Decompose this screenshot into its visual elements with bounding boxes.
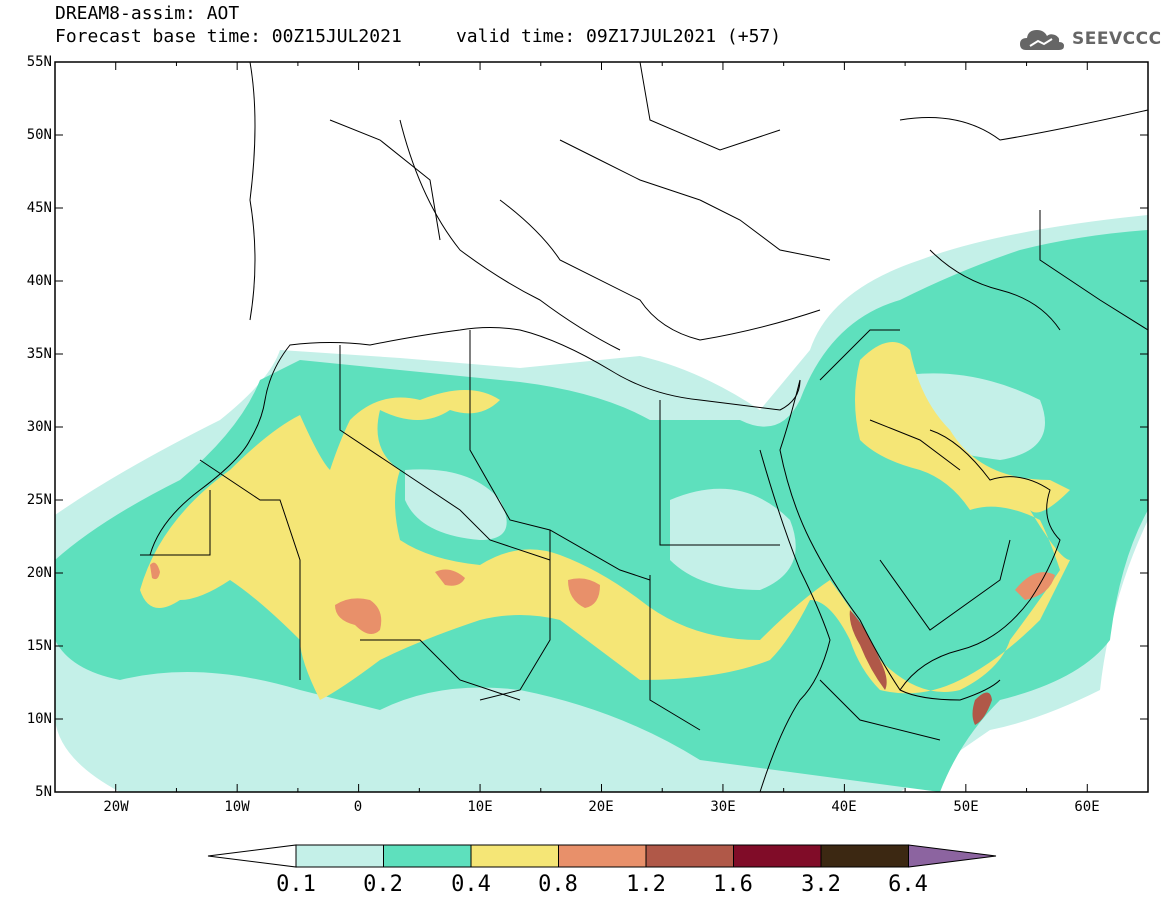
colorbar-upper-triangle	[908, 844, 997, 868]
lat-label: 20N	[26, 565, 52, 581]
lat-label: 15N	[26, 638, 52, 654]
aot-contour-0.8	[150, 562, 160, 580]
border	[329, 119, 441, 241]
aot-contour-1.2	[972, 692, 992, 725]
colorbar-box-0.1-0.2	[295, 844, 384, 868]
lon-label: 30E	[710, 799, 736, 815]
lat-label: 5N	[35, 784, 52, 800]
border	[140, 490, 211, 556]
colorbar-label: 0.2	[363, 872, 403, 897]
colorbar-box-0.8-1.2	[558, 844, 647, 868]
lon-label: 10W	[224, 799, 250, 815]
colorbar	[207, 844, 997, 868]
lon-label: 20E	[588, 799, 614, 815]
colorbar-lower-triangle	[207, 844, 297, 868]
colorbar-label: 0.1	[276, 872, 316, 897]
colorbar-box-1.2-1.6	[645, 844, 734, 868]
colorbar-label: 3.2	[801, 872, 841, 897]
border	[479, 530, 551, 701]
colorbar-box-0.2-0.4	[383, 844, 472, 868]
border	[649, 575, 701, 731]
cloud-icon	[1020, 30, 1064, 50]
aot-contour-0.8	[568, 578, 600, 608]
colorbar-label: 1.6	[713, 872, 753, 897]
border	[1039, 210, 1148, 331]
aot-contour-0.8	[335, 598, 382, 634]
aot-contour-0.8	[435, 569, 465, 586]
border	[559, 139, 701, 201]
coastline	[929, 249, 1061, 331]
colorbar-box-1.6-3.2	[733, 844, 822, 868]
coastline	[759, 449, 831, 792]
colorbar-box-3.2-6.4	[820, 844, 909, 868]
aot-contour-1.2	[849, 610, 887, 690]
lat-label: 50N	[26, 127, 52, 143]
lon-label: 60E	[1074, 799, 1100, 815]
forecast-time-subtitle: Forecast base time: 00Z15JUL2021 valid t…	[55, 26, 782, 47]
lat-label: 25N	[26, 492, 52, 508]
coastline	[149, 327, 801, 556]
lat-label: 30N	[26, 419, 52, 435]
lon-label: 50E	[953, 799, 979, 815]
coastline	[399, 119, 621, 351]
aot-hole	[405, 469, 507, 540]
border	[879, 539, 1011, 631]
lon-label: 10E	[467, 799, 493, 815]
border	[899, 109, 1148, 141]
border	[199, 459, 301, 680]
border	[659, 400, 780, 546]
border	[469, 330, 651, 581]
aot-hole	[670, 488, 796, 590]
lat-label: 40N	[26, 273, 52, 289]
border	[819, 329, 900, 381]
border	[339, 345, 551, 561]
colorbar-label: 6.4	[888, 872, 928, 897]
lat-label: 55N	[26, 54, 52, 70]
lat-label: 45N	[26, 200, 52, 216]
lat-label: 10N	[26, 711, 52, 727]
logo-text: SEEVCCC	[1072, 29, 1162, 49]
map-title: DREAM8-assim: AOT	[55, 3, 240, 24]
border	[869, 419, 961, 471]
colorbar-label: 1.2	[626, 872, 666, 897]
lon-label: 20W	[103, 799, 129, 815]
border	[360, 639, 521, 701]
colorbar-label: 0.4	[451, 872, 491, 897]
lon-label: 40E	[831, 799, 857, 815]
seevccc-logo: SEEVCCC	[1018, 24, 1162, 54]
colorbar-box-0.4-0.8	[470, 844, 559, 868]
lat-label: 35N	[26, 346, 52, 362]
coastline	[499, 199, 821, 341]
border	[699, 199, 831, 261]
border	[639, 62, 781, 151]
coastline	[249, 62, 256, 321]
aot-contour-0.8	[1015, 572, 1055, 600]
lon-label: 0	[353, 799, 363, 815]
colorbar-label: 0.8	[538, 872, 578, 897]
coastline	[779, 379, 1001, 701]
border	[819, 679, 941, 741]
coastline	[899, 429, 1061, 691]
